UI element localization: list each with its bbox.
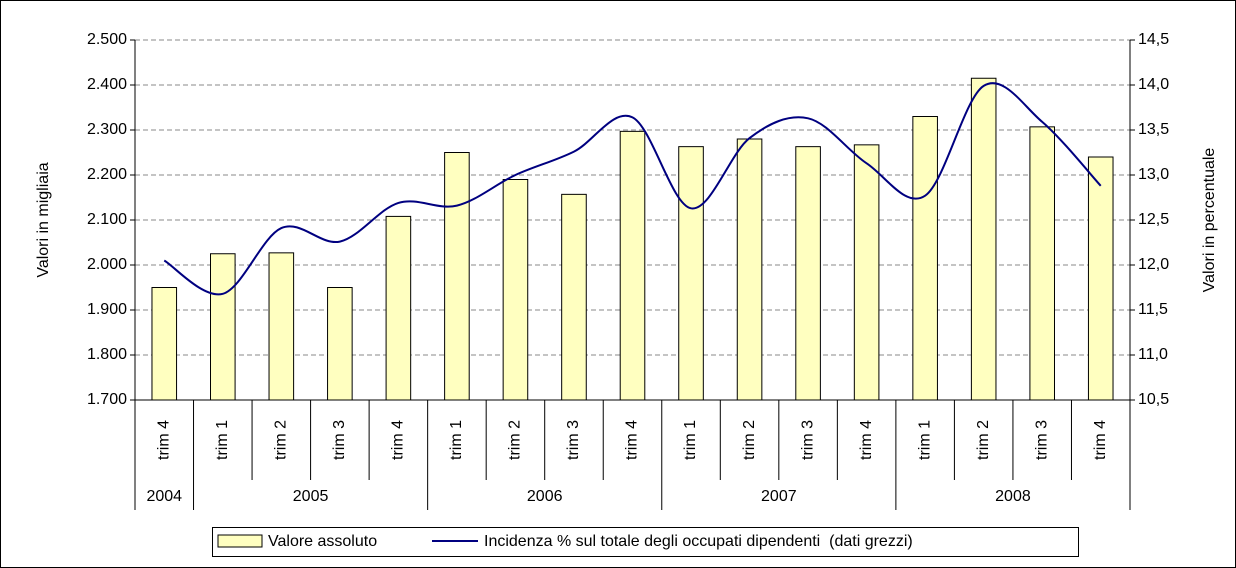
bar [678, 146, 704, 401]
bar [327, 287, 353, 401]
bar [1029, 126, 1055, 401]
x-tick-label: trim 3 [565, 420, 582, 460]
bar [912, 116, 938, 401]
bar [795, 146, 821, 401]
bar [151, 287, 178, 401]
y-tick-label: 2.300 [87, 121, 127, 138]
y2-tick-label: 11,0 [1138, 346, 1168, 363]
bar [561, 193, 587, 401]
x-tick-label: trim 4 [624, 420, 641, 460]
x-group-label: 2005 [293, 488, 329, 505]
x-tick-label: trim 2 [975, 420, 992, 460]
x-tick-label: trim 4 [858, 420, 875, 460]
bar [502, 179, 529, 401]
x-tick-label: trim 1 [214, 420, 231, 460]
x-tick-label: trim 3 [331, 420, 348, 460]
y-tick-label: 1.700 [87, 391, 127, 408]
y2-axis-label: Valori in percentuale [1201, 148, 1218, 293]
y2-tick-label: 12,0 [1138, 256, 1169, 273]
y2-tick-label: 13,0 [1138, 166, 1169, 183]
y-tick-label: 2.000 [87, 256, 127, 273]
x-tick-label: trim 2 [741, 420, 758, 460]
bar [970, 77, 997, 401]
bar [210, 253, 236, 401]
x-tick-label: trim 3 [799, 420, 816, 460]
x-tick-label: trim 4 [1092, 420, 1109, 460]
x-group-label: 2004 [146, 488, 182, 505]
y2-tick-label: 14,0 [1138, 76, 1169, 93]
x-tick-label: trim 1 [448, 420, 465, 460]
y-tick-label: 2.400 [87, 76, 127, 93]
legend [212, 527, 1079, 557]
legend-label: Valore assoluto [268, 533, 377, 550]
x-group-label: 2006 [527, 488, 563, 505]
y-axis-label: Valori in migliaia [35, 162, 52, 277]
x-tick-label: trim 1 [916, 420, 933, 460]
legend-swatch [217, 534, 263, 548]
x-group-label: 2007 [761, 488, 797, 505]
bar [853, 144, 880, 401]
y2-tick-label: 14,5 [1138, 31, 1169, 48]
y2-tick-label: 10,5 [1138, 391, 1169, 408]
bar [268, 252, 295, 401]
bar [736, 138, 763, 401]
x-tick-label: trim 2 [273, 420, 290, 460]
y-tick-label: 2.200 [87, 166, 127, 183]
bar [1087, 156, 1114, 401]
y-tick-label: 2.500 [87, 31, 127, 48]
bar [385, 215, 412, 401]
y2-tick-label: 12,5 [1138, 211, 1169, 228]
x-tick-label: trim 4 [390, 420, 407, 460]
x-tick-label: trim 2 [507, 420, 524, 460]
y-tick-label: 1.900 [87, 301, 127, 318]
line [163, 82, 1102, 296]
y-tick-label: 2.100 [87, 211, 127, 228]
bar [619, 130, 646, 401]
x-tick-label: trim 4 [155, 420, 172, 460]
y2-tick-label: 13,5 [1138, 121, 1169, 138]
x-tick-label: trim 1 [682, 420, 699, 460]
x-group-label: 2008 [995, 488, 1031, 505]
x-tick-label: trim 3 [1033, 420, 1050, 460]
legend-label: Incidenza % sul totale degli occupati di… [484, 533, 913, 550]
y2-tick-label: 11,5 [1138, 301, 1168, 318]
y-tick-label: 1.800 [87, 346, 127, 363]
bar [444, 152, 470, 401]
